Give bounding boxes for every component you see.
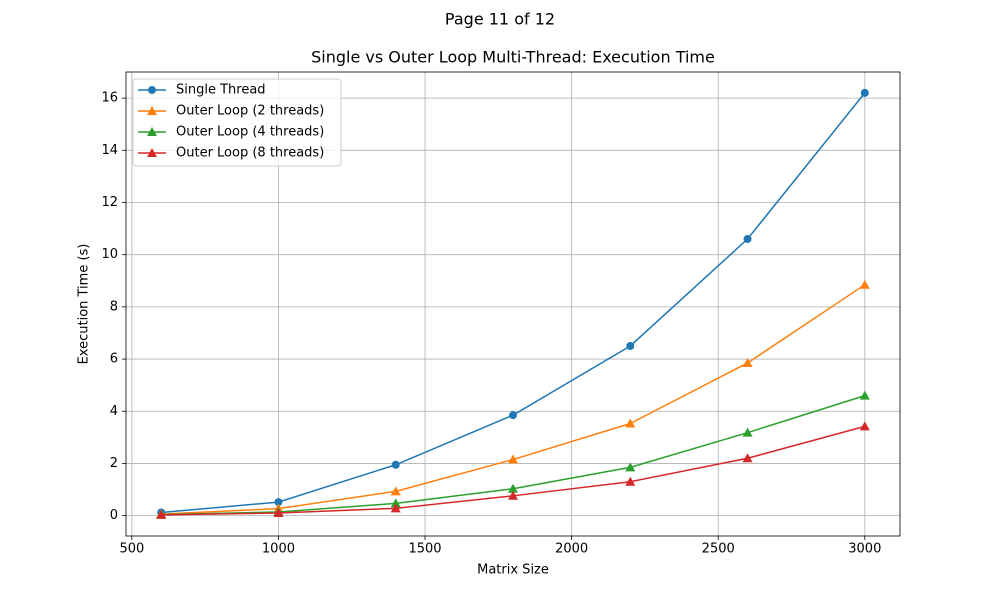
- marker: [625, 418, 636, 428]
- marker: [742, 427, 753, 437]
- legend-marker: [147, 148, 157, 157]
- legend-label: Outer Loop (8 threads): [176, 146, 324, 161]
- marker: [508, 483, 518, 493]
- chart-title: Single vs Outer Loop Multi-Thread: Execu…: [311, 48, 715, 67]
- marker: [390, 486, 401, 496]
- marker: [508, 454, 518, 464]
- legend-marker: [147, 106, 157, 115]
- x-tick-label: 2500: [702, 542, 735, 557]
- marker: [509, 411, 517, 420]
- legend-label: Outer Loop (2 threads): [176, 104, 324, 119]
- x-tick-label: 2000: [555, 542, 588, 557]
- marker: [508, 490, 518, 500]
- marker: [274, 498, 283, 507]
- y-tick-label: 0: [110, 508, 118, 523]
- y-tick-label: 8: [110, 299, 118, 314]
- x-tick-label: 3000: [848, 542, 881, 557]
- y-tick-label: 16: [101, 91, 118, 106]
- legend-label: Outer Loop (4 threads): [176, 125, 324, 140]
- y-tick-label: 4: [110, 404, 118, 419]
- legend-label: Single Thread: [176, 83, 266, 98]
- x-tick-label: 1000: [262, 542, 295, 557]
- legend: Single Thread Outer Loop (2 threads) Outer…: [132, 78, 342, 167]
- marker: [156, 509, 167, 519]
- marker: [390, 503, 401, 513]
- page-title: Page 11 of 12: [445, 10, 555, 29]
- marker: [860, 88, 869, 97]
- legend-marker: [147, 127, 157, 136]
- y-tick-label: 12: [101, 195, 118, 210]
- marker: [625, 476, 636, 486]
- marker: [859, 279, 870, 289]
- marker: [742, 453, 753, 463]
- marker: [742, 357, 753, 367]
- y-tick-label: 2: [110, 456, 118, 471]
- legend-marker: [148, 86, 156, 94]
- marker: [273, 508, 284, 518]
- marker: [859, 421, 870, 431]
- x-tick-label: 500: [119, 542, 144, 557]
- marker: [625, 462, 636, 472]
- plot-frame: [125, 71, 901, 537]
- marker: [390, 498, 401, 508]
- y-tick-label: 10: [101, 247, 118, 262]
- legend-box: [132, 78, 342, 167]
- marker: [391, 460, 400, 469]
- y-tick-label: 14: [101, 143, 118, 158]
- marker: [626, 342, 635, 351]
- y-tick-label: 6: [110, 352, 118, 367]
- x-tick-label: 1500: [408, 542, 441, 557]
- marker: [743, 235, 752, 244]
- x-axis-label: Matrix Size: [477, 563, 549, 578]
- marker: [859, 390, 870, 400]
- y-axis-label: Execution Time (s): [77, 244, 92, 365]
